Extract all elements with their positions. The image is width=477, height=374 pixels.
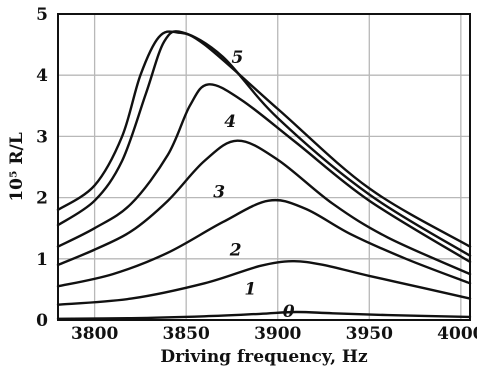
y-tick-label: 3: [36, 127, 48, 147]
curve-label: 5: [232, 48, 244, 68]
curve-label: 4: [224, 112, 236, 132]
x-tick-label: 3900: [254, 324, 301, 344]
curve-label-layer: 0 12 3 4 5: [213, 48, 295, 322]
series-line: [56, 310, 472, 320]
y-tick-label: 5: [36, 5, 48, 25]
series-layer: [56, 30, 472, 320]
curve-label: 3: [213, 183, 225, 203]
x-tick-label: 3950: [346, 324, 393, 344]
x-tick-label: 3800: [71, 324, 118, 344]
series-line: [56, 259, 472, 306]
y-axis-label: 10⁵ R/L: [7, 132, 27, 201]
x-axis-label: Driving frequency, Hz: [160, 347, 368, 367]
y-tick-label: 2: [36, 189, 48, 209]
series-line: [56, 30, 472, 248]
series-line: [56, 198, 472, 288]
curve-label: 1: [244, 279, 256, 299]
y-tick-label: 4: [36, 66, 48, 86]
series-line: [56, 139, 472, 276]
curve-label: 0: [283, 302, 295, 322]
y-tick-label: 0: [36, 311, 48, 331]
plot-frame: [57, 13, 471, 321]
x-tick-label: 3850: [163, 324, 210, 344]
y-tick-label: 1: [36, 250, 48, 270]
curve-label: 2: [229, 241, 242, 261]
y-tick-layer: 0 1 2 3 4 5: [36, 5, 48, 331]
series-line: [56, 83, 472, 264]
